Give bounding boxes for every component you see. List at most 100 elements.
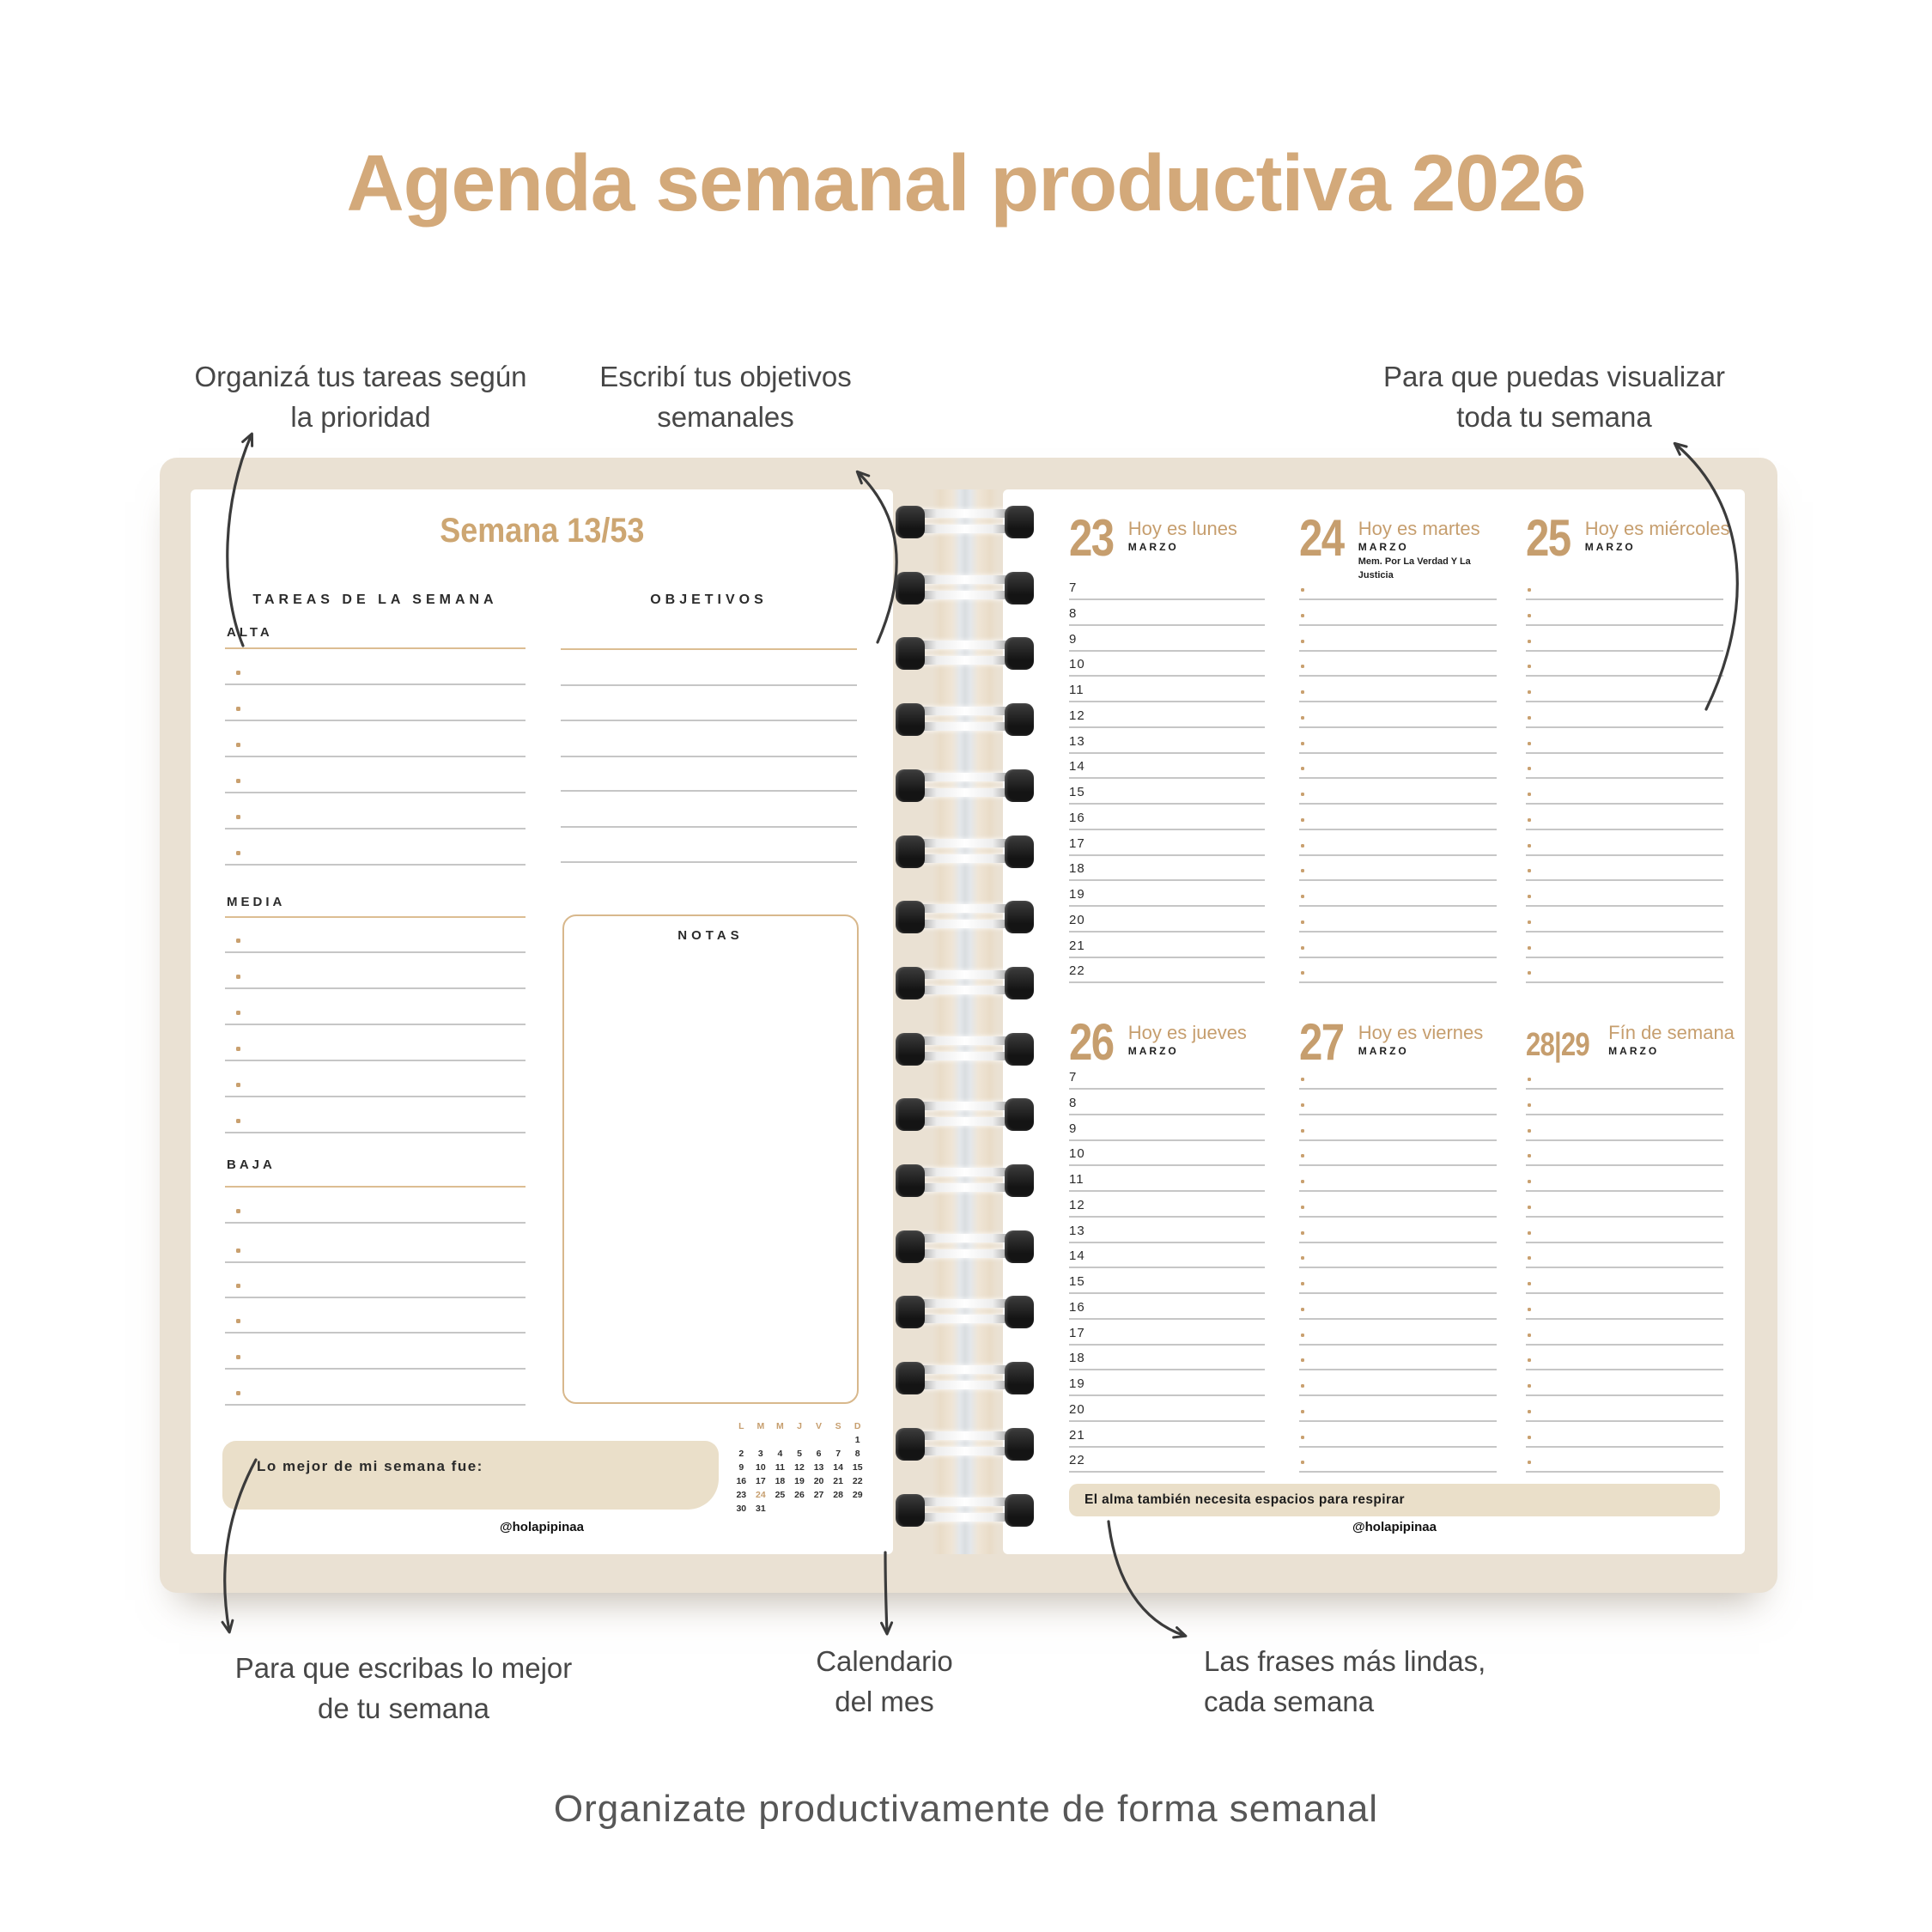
hour-line	[1299, 1471, 1497, 1473]
hour-label: 12	[1069, 708, 1085, 723]
task-line	[225, 1297, 526, 1298]
hour-label: 18	[1069, 1351, 1085, 1366]
calendar-day	[809, 1504, 829, 1515]
coil-hole-left	[896, 637, 925, 671]
task-bullet	[236, 779, 240, 783]
hour-line	[1526, 1369, 1723, 1371]
quote-banner: El alma también necesita espacios para r…	[1069, 1484, 1720, 1516]
hour-line	[1069, 1113, 1265, 1115]
hour-line	[1069, 751, 1265, 754]
priority-label-alta: ALTA	[227, 625, 273, 640]
calendar-day: 13	[813, 1462, 824, 1473]
hour-bullet	[1301, 1078, 1304, 1081]
objectives-header: OBJETIVOS	[650, 592, 768, 607]
coil-wire	[914, 707, 1015, 716]
hour-line	[1069, 1164, 1265, 1167]
hour-bullet	[1301, 613, 1304, 617]
hour-bullet	[1301, 945, 1304, 950]
coil-hole-right	[1005, 1098, 1034, 1132]
task-line	[225, 987, 526, 989]
hour-line	[1299, 1317, 1497, 1320]
hour-bullet	[1301, 1461, 1304, 1465]
hour-line	[1526, 675, 1723, 677]
coil-hole-right	[1005, 703, 1034, 737]
calendar-day-header: S	[835, 1421, 841, 1431]
calendar-day	[829, 1435, 848, 1446]
week-title-text: Semana 13/53	[439, 512, 645, 550]
right-page: 23 Hoy es lunes MARZO 7 8 9 10 11 12 13 14 15 16 17 18…	[1003, 489, 1745, 1554]
calendar-day-header: J	[797, 1421, 802, 1431]
coil-hole-left	[896, 835, 925, 868]
left-page: Semana 13/53 TAREAS DE LA SEMANA OBJETIV…	[191, 489, 893, 1554]
hour-line	[1299, 1445, 1497, 1448]
hour-line	[1069, 649, 1265, 652]
hour-bullet	[1528, 869, 1531, 873]
annotation-line: Escribí tus objetivos	[599, 361, 852, 392]
annotation-line: de tu semana	[318, 1692, 489, 1724]
hour-label: 19	[1069, 887, 1085, 902]
coil-hole-right	[1005, 1032, 1034, 1066]
task-line	[225, 1332, 526, 1334]
calendar-day: 15	[852, 1462, 863, 1473]
hour-line	[1299, 1267, 1497, 1269]
hour-bullet	[1528, 1128, 1531, 1133]
hour-line	[1526, 1164, 1723, 1167]
coil-hole-left	[896, 1362, 925, 1395]
hour-label: 10	[1069, 1146, 1085, 1162]
hour-bullet	[1301, 1256, 1304, 1261]
instagram-handle-left: @holapipinaa	[500, 1520, 584, 1534]
calendar-day: 11	[775, 1462, 785, 1473]
hour-line	[1526, 905, 1723, 907]
hour-label: 12	[1069, 1197, 1085, 1212]
coil-wire	[914, 641, 1015, 650]
coil-hole-left	[896, 703, 925, 737]
coil-wire	[914, 1431, 1015, 1440]
hour-label: 16	[1069, 810, 1085, 825]
calendar-day: 29	[852, 1490, 863, 1500]
coil-hole-right	[1005, 1493, 1034, 1527]
hour-bullet	[1528, 1409, 1531, 1413]
hour-line	[1069, 828, 1265, 830]
hour-line	[1299, 1241, 1497, 1243]
hour-bullet	[1528, 920, 1531, 924]
day-label: Hoy es miércoles	[1584, 518, 1730, 539]
hour-bullet	[1301, 588, 1304, 592]
annotation-line: toda tu semana	[1456, 400, 1652, 433]
priority-underline	[225, 1186, 526, 1188]
task-bullet	[236, 1119, 240, 1123]
coil-hole-right	[1005, 966, 1034, 999]
calendar-day: 27	[813, 1490, 824, 1500]
calendar-day: 14	[833, 1462, 843, 1473]
calendar-day: 25	[775, 1490, 786, 1500]
hour-line	[1299, 675, 1497, 677]
coil-hole-left	[896, 769, 925, 802]
annotation-top-middle: Escribí tus objetivos semanales	[511, 357, 940, 438]
coil-wire	[914, 838, 1015, 848]
coil-hole-right	[1005, 835, 1034, 868]
hour-label: 20	[1069, 1401, 1085, 1417]
calendar-day: 23	[736, 1490, 747, 1500]
hour-bullet	[1528, 1282, 1531, 1285]
hour-line	[1526, 726, 1723, 728]
hour-line	[1299, 1292, 1497, 1294]
annotation-bottom-middle: Calendario del mes	[756, 1642, 1013, 1722]
calendar-day: 18	[775, 1476, 786, 1486]
hour-bullet	[1528, 1461, 1531, 1465]
hour-bullet	[1528, 639, 1531, 643]
hour-bullet	[1528, 1180, 1531, 1183]
spiral-coil	[896, 901, 1034, 934]
day-number: 24	[1299, 509, 1345, 567]
hour-line	[1526, 981, 1723, 984]
calendar-day-header: M	[756, 1421, 765, 1431]
coil-hole-right	[1005, 901, 1034, 934]
hour-line	[1299, 879, 1497, 882]
coil-hole-left	[896, 571, 925, 605]
annotation-line: Para que puedas visualizar	[1382, 361, 1726, 392]
coil-wire	[914, 590, 1015, 599]
hour-bullet	[1528, 895, 1531, 898]
coil-wire	[914, 525, 1015, 533]
calendar-day: 31	[756, 1504, 766, 1514]
calendar-day	[770, 1435, 790, 1446]
calendar-day-header: M	[776, 1421, 784, 1431]
coil-wire	[914, 1299, 1015, 1309]
